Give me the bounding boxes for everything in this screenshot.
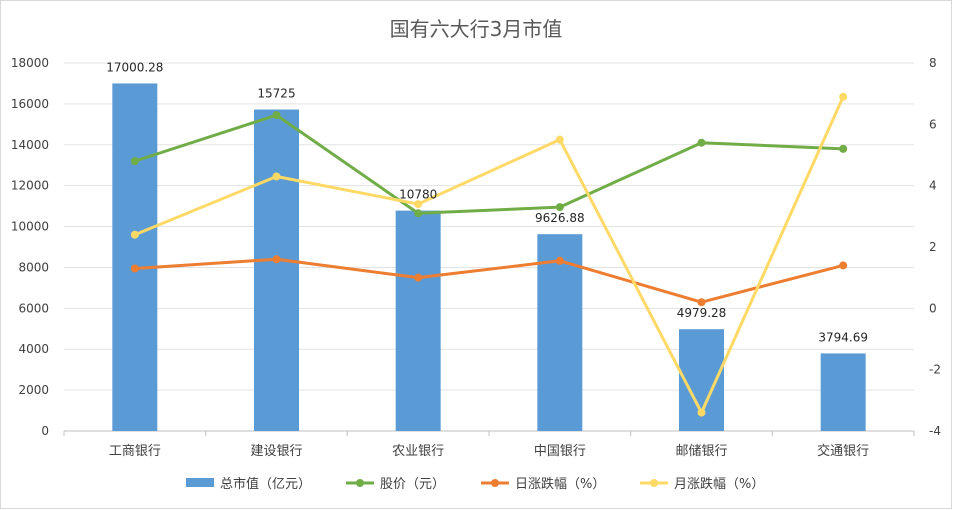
legend-item: 月涨跌幅（%）	[640, 476, 764, 492]
bar	[254, 109, 299, 431]
data-point	[555, 203, 564, 212]
legend-marker	[650, 479, 658, 487]
data-point	[130, 230, 139, 239]
right-y-axis: -4 -2 0 2 4 6 8	[929, 56, 941, 438]
legend-marker	[356, 479, 364, 487]
data-point	[414, 273, 423, 282]
bar	[537, 234, 583, 431]
series-line	[133, 257, 845, 304]
bar-data-label: 4979.28	[677, 306, 727, 320]
bar-data-label: 10780	[399, 188, 437, 202]
bar	[820, 353, 866, 431]
category-label: 交通银行	[817, 443, 869, 459]
right-tick-label: -2	[929, 363, 941, 377]
legend-item: 日涨跌幅（%）	[481, 476, 605, 492]
legend-item: 总市值（亿元）	[186, 476, 311, 492]
data-point	[697, 408, 706, 417]
line-series-0	[130, 111, 848, 218]
data-point	[130, 157, 139, 166]
left-tick-label: 4000	[18, 342, 49, 356]
data-point	[414, 200, 423, 209]
legend-marker	[491, 479, 499, 487]
left-y-axis: 0 2000 4000 6000 8000 10000 12000 14000 16000 180…	[11, 56, 49, 438]
bar-series	[112, 83, 866, 431]
data-point	[839, 92, 848, 101]
data-point	[839, 144, 848, 153]
bar-data-label: 9626.88	[535, 211, 585, 225]
chart-title: 国有六大行3月市值	[390, 17, 563, 41]
left-tick-label: 0	[41, 424, 49, 438]
data-point	[272, 111, 281, 120]
data-point	[272, 172, 281, 181]
left-tick-label: 8000	[18, 260, 49, 274]
legend-item: 股价（元）	[346, 477, 445, 492]
data-point	[697, 298, 706, 307]
bar-data-labels: 17000.28 15725 10780 9626.88 4979.28 3794.69	[106, 60, 868, 344]
line-series-1	[130, 255, 848, 307]
right-tick-label: 0	[929, 301, 937, 315]
bar-data-label: 17000.28	[106, 60, 163, 74]
left-tick-label: 14000	[11, 138, 49, 152]
category-label: 中国银行	[534, 444, 586, 459]
data-point	[272, 255, 281, 264]
category-label: 农业银行	[392, 444, 444, 459]
line-series-2	[130, 92, 848, 417]
legend: 总市值（亿元） 股价（元） 日涨跌幅（%） 月涨跌幅（%）	[186, 476, 764, 492]
data-point	[130, 264, 139, 273]
bar-data-label: 3794.69	[818, 330, 868, 344]
category-label: 邮储银行	[675, 444, 727, 459]
x-axis: 工商银行 建设银行 农业银行 中国银行 邮储银行 交通银行	[63, 431, 915, 459]
left-tick-label: 2000	[18, 383, 49, 397]
legend-label: 日涨跌幅（%）	[515, 476, 605, 492]
left-tick-label: 18000	[11, 56, 49, 70]
data-point	[697, 138, 706, 147]
data-point	[414, 209, 423, 218]
legend-swatch	[186, 478, 214, 487]
right-tick-label: 6	[929, 117, 937, 131]
category-label: 建设银行	[250, 444, 302, 459]
data-point	[555, 256, 564, 265]
data-point	[555, 135, 564, 144]
bar-data-label: 15725	[257, 87, 295, 101]
bar	[112, 83, 158, 431]
series-line	[133, 113, 845, 215]
left-tick-label: 16000	[11, 97, 49, 111]
left-tick-label: 10000	[11, 220, 49, 234]
right-tick-label: -4	[929, 424, 941, 438]
legend-label: 股价（元）	[380, 477, 445, 492]
right-tick-label: 4	[929, 179, 937, 193]
series-line	[133, 95, 845, 415]
left-tick-label: 6000	[18, 301, 49, 315]
category-label: 工商银行	[109, 444, 161, 459]
right-tick-label: 2	[929, 240, 937, 254]
bar	[395, 210, 441, 431]
left-tick-label: 12000	[11, 179, 49, 193]
legend-label: 总市值（亿元）	[220, 476, 311, 492]
data-point	[839, 261, 848, 270]
legend-label: 月涨跌幅（%）	[674, 476, 764, 492]
line-series	[130, 92, 848, 417]
right-tick-label: 8	[929, 56, 937, 70]
